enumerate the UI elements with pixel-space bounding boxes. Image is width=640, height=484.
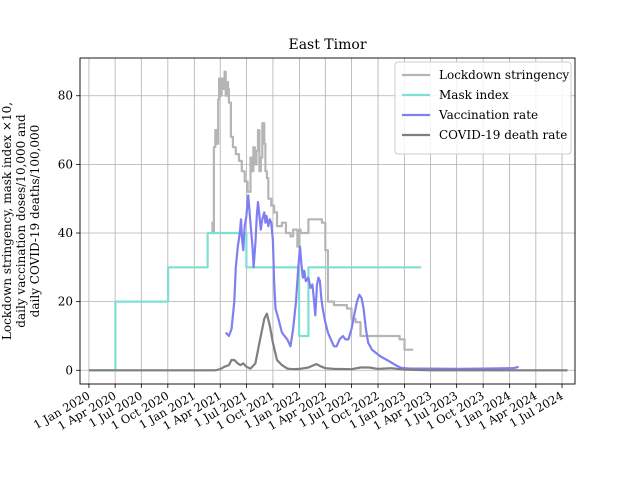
y-axis-label-line: daily COVID-19 deaths/100,000 <box>28 125 42 318</box>
y-tick-label: 20 <box>58 295 73 309</box>
y-tick-label: 80 <box>58 89 73 103</box>
series-line-mask-index <box>88 231 422 372</box>
legend-label: Vaccination rate <box>438 108 538 122</box>
y-ticks: 0 20 40 60 80 <box>58 89 80 377</box>
series-line-lockdown-stringency <box>211 70 414 351</box>
y-axis-label-line: daily vaccination doses/10,000 and <box>14 114 28 328</box>
y-tick-label: 60 <box>58 157 73 171</box>
chart-title: East Timor <box>288 37 366 53</box>
axes-frame <box>79 57 576 385</box>
y-axis-label-line: Lockdown stringency, mask index ×10, <box>0 102 14 340</box>
legend-label: Lockdown stringency <box>439 68 569 82</box>
series-line-vaccination-rate <box>224 194 519 370</box>
legend-box <box>394 61 572 155</box>
y-tick-label: 40 <box>58 226 73 240</box>
y-tick-label: 0 <box>65 363 73 377</box>
series-line-covid-19-death-rate <box>88 312 568 372</box>
series-layer <box>88 70 568 372</box>
legend-label: Mask index <box>439 88 509 102</box>
legend: Lockdown stringency Mask index Vaccination… <box>394 61 572 155</box>
y-axis-label: Lockdown stringency, mask index ×10,dail… <box>0 102 42 340</box>
legend-label: COVID-19 death rate <box>439 128 567 142</box>
